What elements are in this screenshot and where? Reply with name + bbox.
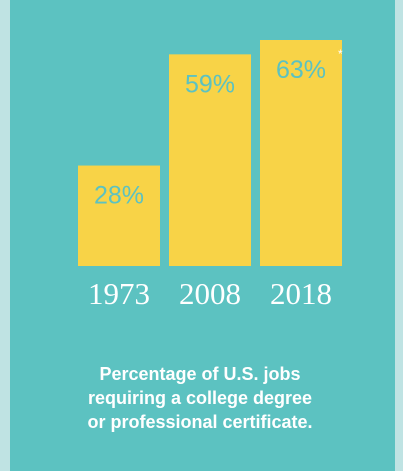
x-tick-1973: 1973 bbox=[88, 276, 150, 311]
value-label-1973: 28% bbox=[94, 182, 144, 210]
caption-line-3: or professional certificate. bbox=[87, 412, 313, 432]
x-tick-2008: 2008 bbox=[179, 276, 241, 311]
chart-caption: Percentage of U.S. jobs requiring a coll… bbox=[50, 362, 350, 434]
footnote-asterisk: * bbox=[338, 47, 343, 61]
value-label-2018: 63% bbox=[276, 56, 326, 84]
bar-2018 bbox=[260, 40, 342, 266]
bar-1973 bbox=[78, 165, 160, 266]
caption-line-2: requiring a college degree bbox=[87, 388, 313, 408]
caption-line-1: Percentage of U.S. jobs bbox=[99, 364, 301, 384]
value-label-2008: 59% bbox=[185, 70, 235, 98]
bar-2008 bbox=[169, 54, 251, 266]
x-tick-2018: 2018 bbox=[270, 276, 332, 311]
